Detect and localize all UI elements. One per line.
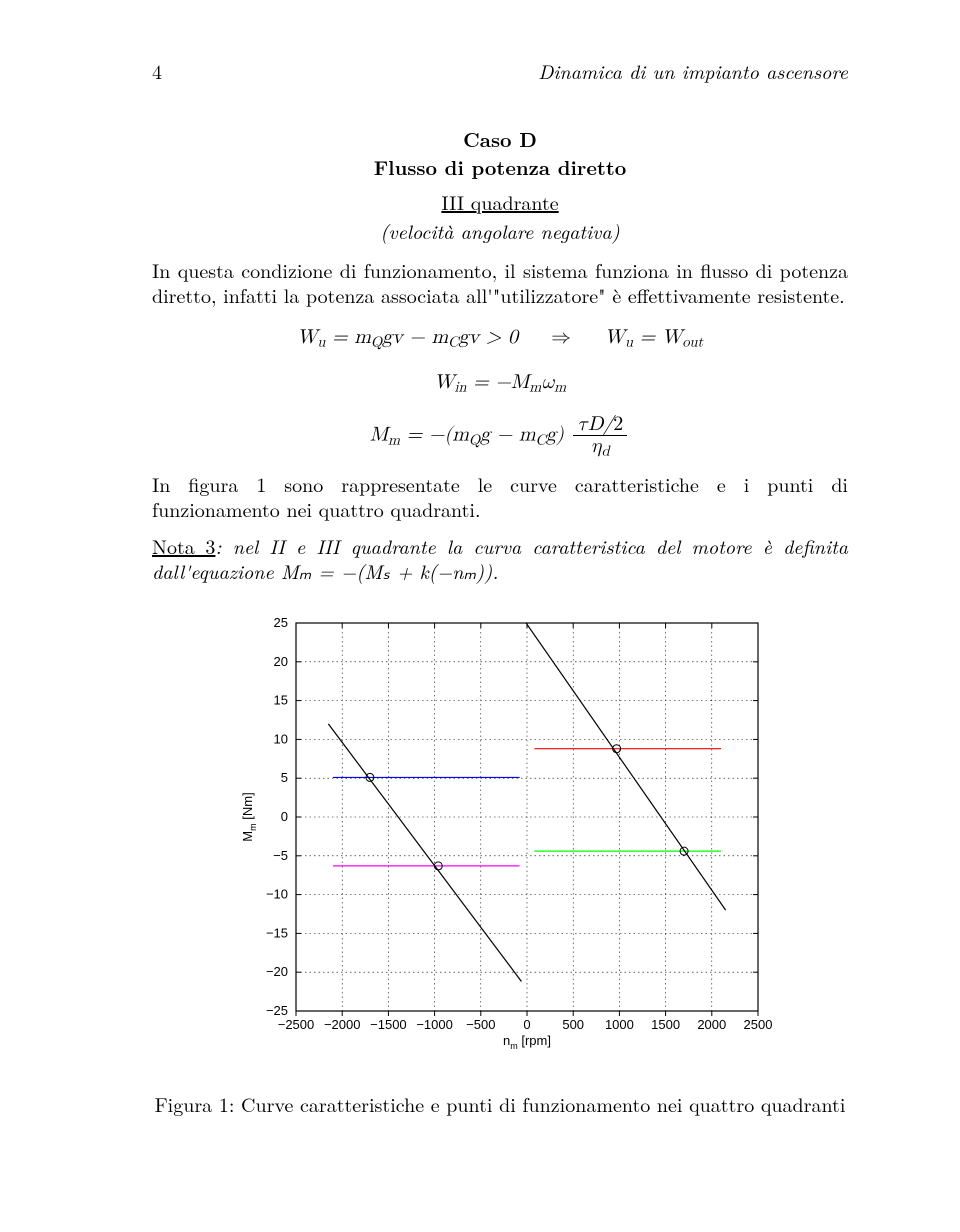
svg-text:20: 20 [274, 654, 288, 669]
svg-text:−1000: −1000 [416, 1017, 453, 1032]
running-head: 4 Dinamica di un impianto ascensore [152, 56, 848, 85]
svg-text:−15: −15 [266, 925, 288, 940]
figure-1: −2500 −2000 −1500 −1000 −500 0 500 1000 1500 2000… [230, 613, 770, 1053]
note-3-text: : nel II e III quadrante la curva caratt… [152, 531, 848, 585]
page: 4 Dinamica di un impianto ascensore Caso… [0, 0, 960, 1232]
svg-text:2500: 2500 [744, 1017, 773, 1032]
svg-text:−20: −20 [266, 964, 288, 979]
svg-text:−1500: −1500 [370, 1017, 407, 1032]
svg-text:2000: 2000 [697, 1017, 726, 1032]
case-quadrant: III quadrante [152, 187, 848, 216]
figure-caption: Figura 1: Curve caratteristiche e punti … [152, 1089, 848, 1118]
svg-text:500: 500 [562, 1017, 584, 1032]
svg-text:25: 25 [274, 615, 288, 630]
svg-text:1500: 1500 [651, 1017, 680, 1032]
svg-text:nm [rpm]: nm [rpm] [503, 1033, 551, 1051]
svg-text:−25: −25 [266, 1003, 288, 1018]
svg-text:10: 10 [274, 731, 288, 746]
chart-svg: −2500 −2000 −1500 −1000 −500 0 500 1000 1500 2000… [230, 613, 790, 1053]
case-title: Caso D [152, 125, 848, 152]
svg-text:Mm [Nm]: Mm [Nm] [240, 792, 258, 841]
paragraph-1: In questa condizione di funzionamento, i… [152, 257, 848, 307]
note-3: Nota 3: nel II e III quadrante la curva … [152, 533, 848, 583]
paragraph-2: In figura 1 sono rappresentate le curve … [152, 471, 848, 521]
case-paren-note: (velocità angolare negativa) [152, 216, 848, 245]
svg-text:5: 5 [281, 770, 288, 785]
math-eq-1: Wu = mQgv − mCgv > 0 ⇒ Wu = Wout [152, 325, 848, 352]
svg-text:−5: −5 [273, 848, 288, 863]
case-subtitle: Flusso di potenza diretto [152, 152, 848, 181]
svg-text:0: 0 [281, 809, 288, 824]
svg-text:1000: 1000 [605, 1017, 634, 1032]
case-block: Caso D Flusso di potenza diretto III qua… [152, 125, 848, 245]
running-title: Dinamica di un impianto ascensore [538, 56, 848, 85]
svg-text:−10: −10 [266, 887, 288, 902]
svg-text:15: 15 [274, 693, 288, 708]
svg-text:−500: −500 [466, 1017, 495, 1032]
page-number: 4 [152, 56, 162, 85]
svg-text:−2000: −2000 [324, 1017, 361, 1032]
math-eq-3: Mm = −(mQg − mCg) τD/2 ηd [152, 414, 848, 459]
math-eq-2: Win = −Mmωm [152, 370, 848, 397]
svg-text:−2500: −2500 [278, 1017, 315, 1032]
svg-text:0: 0 [523, 1017, 530, 1032]
